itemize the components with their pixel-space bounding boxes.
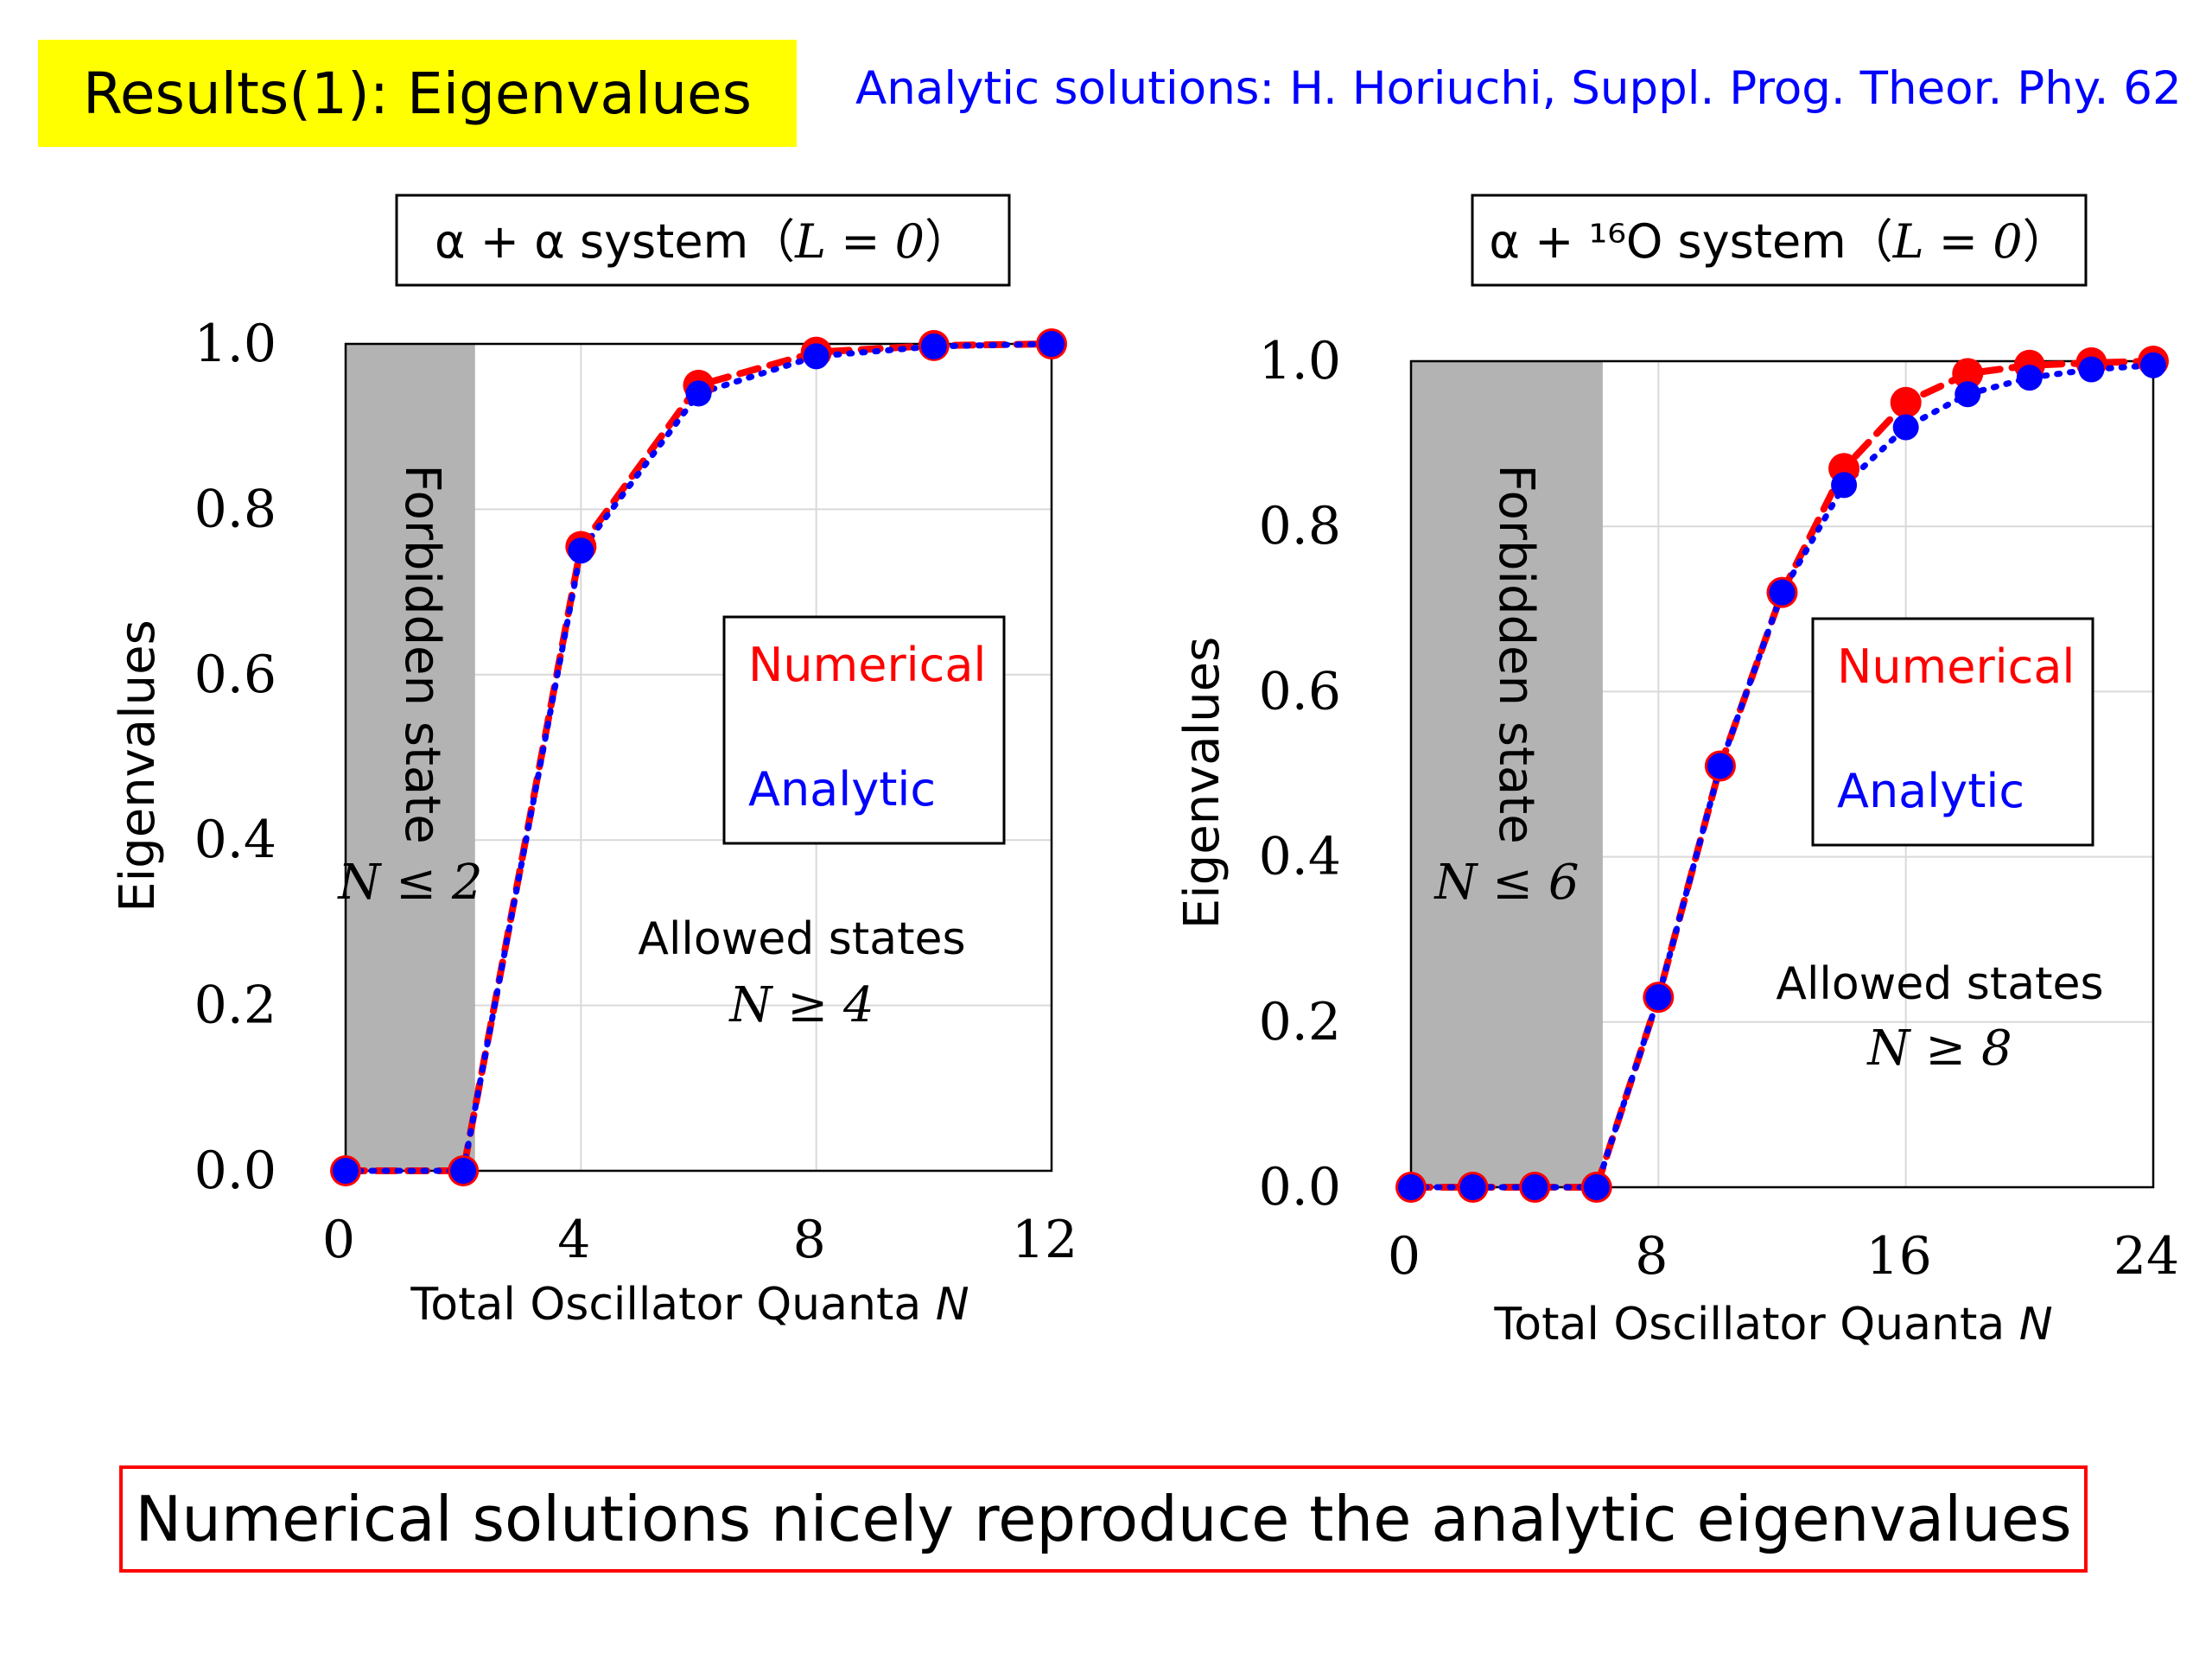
point-analytic <box>1892 414 1919 441</box>
x-tick-label: 12 <box>1012 1210 1077 1270</box>
x-tick-label: 8 <box>1635 1226 1668 1287</box>
point-analytic <box>2140 352 2166 378</box>
forbidden-region <box>1411 361 1603 1187</box>
x-tick-label: 24 <box>2113 1226 2179 1287</box>
legend-numerical: Numerical <box>748 638 986 692</box>
forbidden-label: Forbidden state <box>394 464 450 843</box>
chart-title-box <box>395 194 1011 287</box>
charts-canvas: α + α system（L = 0） Forbidden state N ≤ 2 A… <box>110 194 2179 1351</box>
y-tick-label: 0.4 <box>1259 827 1341 887</box>
legend-numerical: Numerical <box>1837 639 2075 694</box>
conclusion-box: Numerical solutions nicely reproduce the… <box>119 1465 2088 1573</box>
reference-text: Analytic solutions: H. Horiuchi, Suppl. … <box>855 62 2182 115</box>
y-tick-label: 1.0 <box>1259 331 1341 391</box>
point-numerical <box>1890 386 1922 418</box>
point-analytic <box>2078 356 2105 383</box>
y-tick-label: 0.2 <box>1259 992 1341 1052</box>
point-analytic <box>1398 1174 1424 1200</box>
point-analytic <box>803 343 830 370</box>
allowed-label: Allowed states <box>1776 958 2103 1010</box>
x-tick-label: 16 <box>1866 1226 1931 1287</box>
legend-box <box>1811 617 2094 847</box>
x-tick-label: 0 <box>322 1210 355 1270</box>
plot-frame <box>1409 359 2155 1189</box>
y-tick-label: 0.0 <box>194 1141 276 1201</box>
point-analytic <box>450 1158 477 1184</box>
point-analytic <box>1645 984 1672 1011</box>
chart-panel-2: α + ¹⁶O system（L = 0） Forbidden state N ≤ … <box>1174 194 2179 1351</box>
plot-frame <box>344 342 1053 1173</box>
slide-title: Results(1): Eigenvalues <box>38 40 797 147</box>
y-tick-label: 0.6 <box>1259 661 1341 721</box>
x-axis-label: Total Oscillator Quanta N <box>410 1279 969 1331</box>
point-analytic <box>1707 753 1733 779</box>
point-analytic <box>1522 1174 1548 1200</box>
point-analytic <box>1039 331 1065 357</box>
allowed-label: Allowed states <box>638 913 965 965</box>
y-tick-label: 0.8 <box>1259 496 1341 556</box>
x-tick-label: 4 <box>557 1210 590 1270</box>
point-analytic <box>920 333 947 359</box>
y-tick-label: 1.0 <box>194 314 276 374</box>
legend-analytic: Analytic <box>1837 764 2024 818</box>
point-analytic <box>1583 1174 1610 1200</box>
point-analytic <box>1955 381 1981 408</box>
point-analytic <box>1831 472 1858 499</box>
forbidden-condition: N ≤ 2 <box>336 855 482 911</box>
point-analytic <box>1769 579 1796 606</box>
chart-title: α + ¹⁶O system（L = 0） <box>1489 214 2069 269</box>
x-tick-label: 0 <box>1388 1226 1421 1287</box>
forbidden-region <box>346 344 475 1171</box>
point-analytic <box>568 537 594 564</box>
y-tick-label: 0.4 <box>194 810 276 870</box>
legend-box <box>722 615 1006 845</box>
y-axis-label: Eigenvalues <box>110 620 166 912</box>
y-tick-label: 0.0 <box>1259 1157 1341 1217</box>
legend-analytic: Analytic <box>748 762 936 817</box>
point-numerical <box>1952 358 1984 390</box>
chart-title: α + α system（L = 0） <box>435 214 971 269</box>
point-analytic <box>1459 1174 1486 1200</box>
chart-panel-1: α + α system（L = 0） Forbidden state N ≤ 2 A… <box>110 194 1077 1331</box>
y-tick-label: 0.6 <box>194 645 276 705</box>
forbidden-condition: N ≤ 6 <box>1433 855 1579 911</box>
allowed-condition: N ≥ 8 <box>1866 1020 2012 1077</box>
y-tick-label: 0.2 <box>194 976 276 1036</box>
point-analytic <box>685 380 712 407</box>
allowed-condition: N ≥ 4 <box>728 977 874 1033</box>
y-tick-label: 0.8 <box>194 479 276 539</box>
x-tick-label: 8 <box>793 1210 826 1270</box>
point-analytic <box>2016 365 2043 391</box>
chart-title-box <box>1471 194 2088 287</box>
y-axis-label: Eigenvalues <box>1174 637 1230 930</box>
x-axis-label: Total Oscillator Quanta N <box>1493 1299 2052 1351</box>
point-analytic <box>333 1158 359 1184</box>
forbidden-label: Forbidden state <box>1488 464 1544 843</box>
